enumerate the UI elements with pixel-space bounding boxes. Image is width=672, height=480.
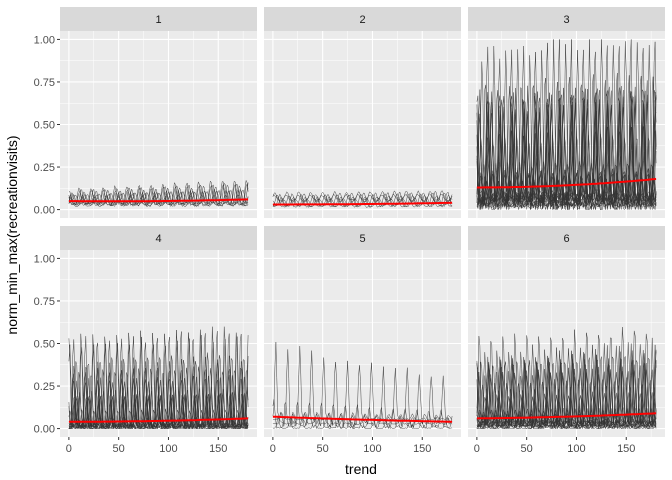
- series-line: [68, 398, 249, 428]
- trend-line: [476, 178, 657, 189]
- x-tick-label: 0: [270, 443, 276, 455]
- y-tick-label: 0.75: [34, 296, 55, 308]
- x-tick-label: 0: [66, 443, 72, 455]
- x-tick-label: 150: [617, 443, 635, 455]
- x-tick-label: 150: [209, 443, 227, 455]
- y-tick-label: 0.50: [34, 120, 55, 132]
- series-line: [476, 39, 657, 211]
- facet-strip: [468, 226, 665, 250]
- y-axis-title: norm_min_max(recreationvisits): [4, 135, 20, 334]
- series-line: [476, 369, 657, 427]
- series-line: [476, 161, 657, 203]
- facet-strip: [468, 7, 665, 31]
- x-axis-title: trend: [345, 461, 377, 477]
- series-line: [476, 39, 657, 211]
- x-tick-label: 100: [159, 443, 177, 455]
- y-tick-label: 0.00: [34, 424, 55, 436]
- series-line: [476, 355, 657, 428]
- series-line: [68, 179, 249, 207]
- y-tick-label: 0.50: [34, 339, 55, 351]
- series-line: [272, 399, 453, 429]
- facet-strip: [264, 226, 461, 250]
- y-tick-label: 0.75: [34, 77, 55, 89]
- series-line: [476, 396, 657, 429]
- series-line: [476, 326, 657, 429]
- trend-line: [476, 412, 657, 420]
- facet-strip-label: 6: [563, 233, 569, 245]
- series-line: [68, 189, 249, 204]
- series-line: [68, 355, 249, 429]
- y-tick-label: 1.00: [34, 34, 55, 46]
- facet-4: 4 0 50 100 150 0.00 0.25 0.50 0.75 1.00: [34, 226, 257, 455]
- series-line: [68, 335, 249, 430]
- series-line: [68, 391, 249, 429]
- facet-strip: [60, 226, 257, 250]
- series-line: [476, 377, 657, 430]
- trend-line: [272, 201, 453, 206]
- series-line: [68, 182, 249, 206]
- y-tick-label: 0.00: [34, 205, 55, 217]
- facet-6: 6 0 50 100 150: [468, 226, 665, 455]
- facet-panels: 10.000.250.500.751.002 340 50 100 1500.000.2…: [34, 7, 665, 455]
- y-tick-label: 0.25: [34, 381, 55, 393]
- series-line: [272, 190, 453, 203]
- x-tick-label: 50: [521, 443, 533, 455]
- facet-strip-label: 3: [563, 14, 569, 26]
- series-line: [68, 375, 249, 430]
- trend-line: [272, 415, 453, 423]
- series-line: [476, 101, 657, 205]
- facet-strip: [264, 7, 461, 31]
- x-tick-label: 100: [363, 443, 381, 455]
- series-line: [272, 194, 453, 208]
- facet-strip-label: 1: [155, 14, 161, 26]
- facet-strip-label: 5: [359, 233, 365, 245]
- series-line: [476, 173, 657, 209]
- facet-strip-label: 2: [359, 14, 365, 26]
- y-tick-label: 0.25: [34, 162, 55, 174]
- series-line: [272, 192, 453, 208]
- facet-5: 50 50 100 150: [264, 226, 461, 455]
- series-line: [68, 188, 249, 205]
- trend-line: [68, 417, 249, 423]
- y-tick-label: 1.00: [34, 253, 55, 265]
- series-line: [272, 190, 453, 208]
- x-tick-label: 50: [113, 443, 125, 455]
- facet-1: 1 0.00 0.25 0.50 0.75 1.00: [34, 7, 257, 218]
- series-line: [476, 87, 657, 210]
- series-line: [272, 193, 453, 202]
- x-tick-label: 100: [567, 443, 585, 455]
- x-tick-label: 0: [474, 443, 480, 455]
- x-tick-label: 150: [413, 443, 431, 455]
- facet-3: 3: [468, 7, 665, 218]
- facet-strip: [60, 7, 257, 31]
- facet-strip-label: 4: [155, 233, 161, 245]
- series-line: [476, 343, 657, 430]
- trend-line: [68, 198, 249, 203]
- x-tick-label: 50: [317, 443, 329, 455]
- facet-2: 2: [264, 7, 461, 218]
